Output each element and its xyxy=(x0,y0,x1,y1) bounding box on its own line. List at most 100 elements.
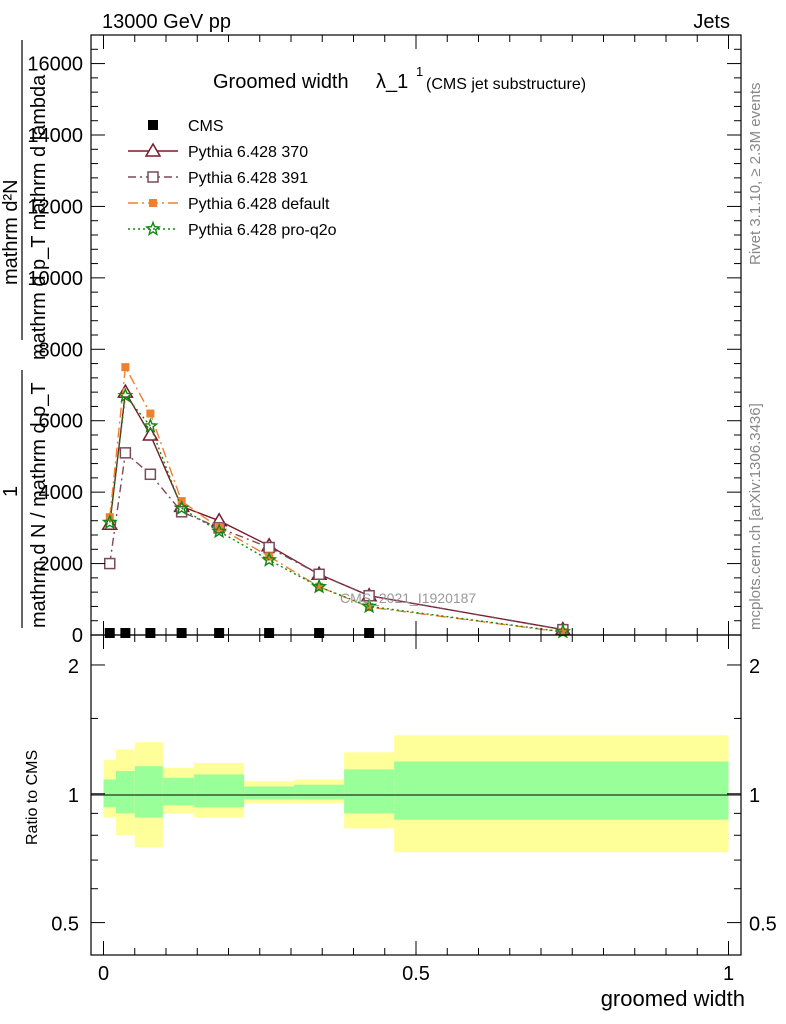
plot-title-main: Groomed width xyxy=(213,71,349,93)
ratio-y-tick-label-right: 0.5 xyxy=(749,914,777,936)
data-point xyxy=(119,447,132,459)
legend-label: CMS xyxy=(188,118,224,135)
legend-label: Pythia 6.428 370 xyxy=(188,144,308,161)
ratio-plot-panel: 0.5 0.51 12 2 0 0.5 1 Ratio to CMS groomed wi… xyxy=(24,634,777,1011)
plot-title: Groomed width λ_1 1 (CMS jet substructur… xyxy=(213,64,586,93)
data-point xyxy=(146,409,155,418)
data-point xyxy=(558,628,567,637)
legend-item: Pythia 6.428 370 xyxy=(128,142,308,161)
legend-label: Pythia 6.428 pro-q2o xyxy=(188,222,337,239)
plot-subtitle: (CMS jet substructure) xyxy=(426,76,586,93)
data-point xyxy=(104,628,115,638)
ratio-band-inner xyxy=(162,777,195,806)
y-tick-label: 2000 xyxy=(39,554,84,576)
main-y-label: 1 mathrm d N / mathrm d p_T mathrm d²N m… xyxy=(0,40,50,628)
series-3 xyxy=(105,363,567,637)
legend-label: Pythia 6.428 default xyxy=(188,196,330,213)
data-point xyxy=(315,582,324,591)
ratio-band-inner xyxy=(103,779,116,808)
x-axis-label: groomed width xyxy=(601,986,745,1011)
y-label-numerator: mathrm d²N xyxy=(0,179,22,285)
series-4 xyxy=(101,387,571,639)
data-point xyxy=(313,568,325,581)
y-tick-label: 10000 xyxy=(27,268,83,290)
legend-item: Pythia 6.428 pro-q2o xyxy=(128,220,337,239)
data-point xyxy=(261,551,278,567)
legend: CMS Pythia 6.428 370 Pythia 6.428 391 Pythi… xyxy=(128,118,337,239)
mcplots-label: mcplots.cern.ch [arXiv:1306.3436] xyxy=(747,403,764,630)
legend-item: Pythia 6.428 391 xyxy=(128,170,308,187)
data-point xyxy=(365,603,374,612)
legend-item: Pythia 6.428 default xyxy=(128,196,330,213)
data-point xyxy=(144,468,157,481)
y-tick-label: 4000 xyxy=(39,482,84,504)
header-energy: 13000 GeV pp xyxy=(102,11,231,33)
rivet-label: Rivet 3.1.10, ≥ 2.3M events xyxy=(747,83,764,266)
ratio-band-inner xyxy=(244,786,295,800)
ratio-y-tick-label: 0.5 xyxy=(51,914,79,936)
x-tick-label: 0 xyxy=(98,963,109,985)
y-tick-label: 8000 xyxy=(39,339,84,361)
data-point xyxy=(101,514,118,530)
series-line xyxy=(109,393,563,633)
y-label-prefix-num: 1 xyxy=(0,486,22,497)
plot-title-sup: 1 xyxy=(416,64,423,79)
x-tick-label: 0.5 xyxy=(402,963,430,985)
main-plot-panel: 0 2000 4000 6000 8000 10000 12000 14000 16000 CM… xyxy=(27,34,742,647)
data-point xyxy=(314,628,325,638)
y-label-denominator: mathrm d p_T mathrm d lambda xyxy=(28,74,50,360)
data-point xyxy=(211,522,228,539)
x-tick-label: 1 xyxy=(723,963,734,985)
data-point xyxy=(263,541,275,554)
legend-marker xyxy=(147,171,159,183)
ratio-band-inner xyxy=(294,784,345,800)
data-point xyxy=(361,597,378,614)
data-point xyxy=(173,499,190,516)
y-tick-label: 0 xyxy=(72,625,83,647)
series-0 xyxy=(104,628,375,638)
y-tick-label: 16000 xyxy=(27,54,83,76)
main-plot-marks xyxy=(101,363,572,639)
ratio-y-label: Ratio to CMS xyxy=(24,750,41,845)
legend-marker xyxy=(149,199,157,207)
legend-marker xyxy=(144,220,162,236)
ratio-y-tick-label-right: 1 xyxy=(749,785,760,807)
ratio-band-inner xyxy=(134,766,163,818)
data-point xyxy=(145,628,156,638)
data-point xyxy=(215,523,224,532)
data-point xyxy=(214,628,225,638)
series-1 xyxy=(101,383,572,636)
watermark: CMS_2021_I1920187 xyxy=(340,590,476,606)
data-point xyxy=(120,628,131,638)
y-tick-label: 14000 xyxy=(27,125,83,147)
ratio-band-inner xyxy=(194,774,245,808)
y-label-prefix-den: mathrm d N / mathrm d p_T xyxy=(28,382,50,628)
y-tick-label: 12000 xyxy=(27,196,83,218)
data-point xyxy=(117,387,134,403)
series-2 xyxy=(104,447,569,636)
data-point xyxy=(311,578,328,594)
y-tick-label: 6000 xyxy=(39,411,84,433)
ratio-band-inner xyxy=(116,771,135,814)
ratio-y-tick-label-right: 2 xyxy=(749,656,760,678)
x-axis: 0 0.5 1 xyxy=(98,635,734,985)
legend-marker xyxy=(144,142,162,157)
data-point xyxy=(142,417,159,433)
ratio-band-inner xyxy=(394,761,729,820)
data-point xyxy=(264,628,275,638)
ratio-y-tick-label: 2 xyxy=(68,656,79,678)
data-point xyxy=(265,552,274,561)
ratio-y-axis: 0.5 0.5 1 1 2 2 xyxy=(51,656,777,936)
ratio-y-tick-label: 1 xyxy=(68,785,79,807)
ratio-band-inner xyxy=(344,769,395,814)
data-point xyxy=(364,628,375,638)
main-y-axis: 0 2000 4000 6000 8000 10000 12000 14000 16000 xyxy=(27,34,741,647)
data-point xyxy=(176,628,187,638)
data-point xyxy=(121,363,130,372)
plot-title-symbol: λ_1 xyxy=(376,71,408,93)
header-category: Jets xyxy=(693,11,730,33)
series-line xyxy=(109,451,564,631)
ratio-bands xyxy=(103,735,729,853)
legend-marker xyxy=(148,120,158,130)
